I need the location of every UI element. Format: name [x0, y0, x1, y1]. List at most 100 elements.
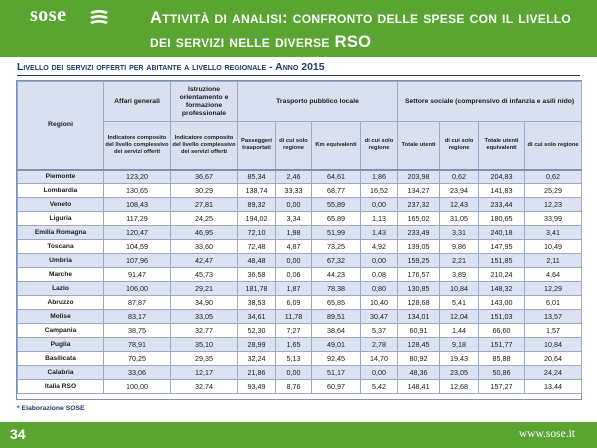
value-cell: 45,73	[170, 267, 238, 282]
value-cell: 120,47	[103, 225, 171, 240]
region-name-cell: Liguria	[17, 211, 104, 226]
value-cell: 38,53	[237, 295, 276, 310]
source-note: * Elaborazione SOSE	[17, 405, 85, 412]
value-cell: 9,18	[439, 337, 480, 352]
value-cell: 134,27	[397, 183, 441, 198]
value-cell: 0,00	[275, 197, 312, 212]
sose-logo-mark-icon	[90, 10, 108, 24]
value-cell: 134,01	[397, 309, 441, 324]
value-cell: 3,34	[275, 211, 312, 226]
group-header-transport: Trasporto pubblico locale	[236, 81, 399, 122]
value-cell: 1,57	[524, 323, 583, 338]
region-name-cell: Italia RSO	[17, 379, 104, 394]
value-cell: 46,95	[170, 225, 238, 240]
table-row: Italia RSO 100,00 32,74 93,49 8,76 60,97 5,42 1…	[17, 379, 583, 394]
value-cell: 31,05	[439, 211, 480, 226]
subheader: Passeggeri trasportati	[237, 121, 276, 170]
value-cell: 9,86	[439, 239, 480, 254]
value-cell: 0,08	[359, 267, 399, 282]
value-cell: 48,48	[237, 253, 276, 268]
value-cell: 34,61	[237, 309, 276, 324]
value-cell: 73,25	[311, 239, 361, 254]
value-cell: 19,43	[439, 351, 480, 366]
page-title: Attività di analisi: confronto delle spe…	[150, 9, 571, 51]
value-cell: 55,89	[311, 197, 361, 212]
value-cell: 1,13	[359, 211, 399, 226]
table-row: Toscana 104,59 33,60 72,48 4,87 73,25 4,92 139,…	[17, 239, 583, 254]
value-cell: 38,75	[103, 323, 171, 338]
value-cell: 233,49	[397, 225, 441, 240]
value-cell: 165,02	[397, 211, 441, 226]
table-row: Puglia 78,91 35,10 28,99 1,65 49,01 2,78 128,45…	[17, 337, 583, 352]
regional-services-table: Regioni Affari generali Istruzione orien…	[16, 80, 583, 400]
value-cell: 23,94	[439, 183, 480, 198]
value-cell: 0,00	[275, 365, 312, 380]
value-cell: 204,83	[478, 168, 526, 184]
region-name-cell: Calabria	[17, 365, 104, 380]
value-cell: 138,74	[237, 183, 276, 198]
value-cell: 11,78	[275, 309, 312, 324]
subheader: di cui solo regione	[524, 121, 583, 170]
subheader: di cui solo regione	[275, 121, 312, 170]
value-cell: 33,33	[275, 183, 312, 198]
value-cell: 16,52	[359, 183, 399, 198]
value-cell: 1,44	[439, 323, 480, 338]
value-cell: 32,74	[170, 379, 238, 394]
subheader: Totale utenti equivalenti	[478, 121, 526, 170]
value-cell: 24,24	[524, 365, 583, 380]
value-cell: 51,17	[311, 365, 361, 380]
value-cell: 66,60	[478, 323, 526, 338]
group-header-social: Settore sociale (comprensivo di infanzia…	[397, 81, 583, 122]
value-cell: 67,32	[311, 253, 361, 268]
value-cell: 176,57	[397, 267, 441, 282]
website-link[interactable]: www.sose.it	[518, 428, 575, 440]
value-cell: 64,61	[311, 168, 361, 184]
value-cell: 240,18	[478, 225, 526, 240]
value-cell: 49,01	[311, 337, 361, 352]
value-cell: 51,99	[311, 225, 361, 240]
value-cell: 0,62	[439, 168, 480, 184]
value-cell: 106,00	[103, 281, 171, 296]
value-cell: 6,01	[524, 295, 583, 310]
value-cell: 33,06	[103, 365, 171, 380]
table-row: Veneto 108,43 27,81 89,32 0,00 55,89 0,00 237,3…	[17, 197, 583, 212]
page-number: 34	[10, 426, 26, 442]
value-cell: 139,05	[397, 239, 441, 254]
value-cell: 141,83	[478, 183, 526, 198]
value-cell: 4,92	[359, 239, 399, 254]
value-cell: 29,35	[170, 351, 238, 366]
region-name-cell: Molise	[17, 309, 104, 324]
value-cell: 89,51	[311, 309, 361, 324]
value-cell: 13,57	[524, 309, 583, 324]
subheader: Indicatore composito del livello comples…	[170, 121, 238, 170]
sose-logo[interactable]: sose	[30, 4, 120, 26]
value-cell: 117,29	[103, 211, 171, 226]
value-cell: 100,00	[103, 379, 171, 394]
header-bar: sose Attività di analisi: confronto dell…	[0, 0, 597, 57]
value-cell: 32,77	[170, 323, 238, 338]
value-cell: 151,77	[478, 337, 526, 352]
header-row-subheaders: Indicatore composito del livello comples…	[18, 121, 583, 170]
footer-bar: 34 www.sose.it	[0, 422, 597, 448]
value-cell: 2,78	[359, 337, 399, 352]
value-cell: 7,27	[275, 323, 312, 338]
value-cell: 33,05	[170, 309, 238, 324]
value-cell: 108,43	[103, 197, 171, 212]
value-cell: 237,32	[397, 197, 441, 212]
value-cell: 85,34	[237, 168, 276, 184]
value-cell: 2,11	[524, 253, 583, 268]
value-cell: 210,24	[478, 267, 526, 282]
value-cell: 93,49	[237, 379, 276, 394]
value-cell: 2,21	[439, 253, 480, 268]
region-name-cell: Lombardia	[17, 183, 104, 198]
value-cell: 2,46	[275, 168, 312, 184]
value-cell: 72,48	[237, 239, 276, 254]
value-cell: 10,49	[524, 239, 583, 254]
region-name-cell: Toscana	[17, 239, 104, 254]
group-header-general-affairs: Affari generali	[103, 81, 171, 122]
value-cell: 80,92	[397, 351, 441, 366]
region-name-cell: Umbria	[17, 253, 104, 268]
column-header-regions: Regioni	[17, 81, 104, 170]
data-table: Regioni Affari generali Istruzione orien…	[17, 81, 583, 394]
value-cell: 12,23	[524, 197, 583, 212]
